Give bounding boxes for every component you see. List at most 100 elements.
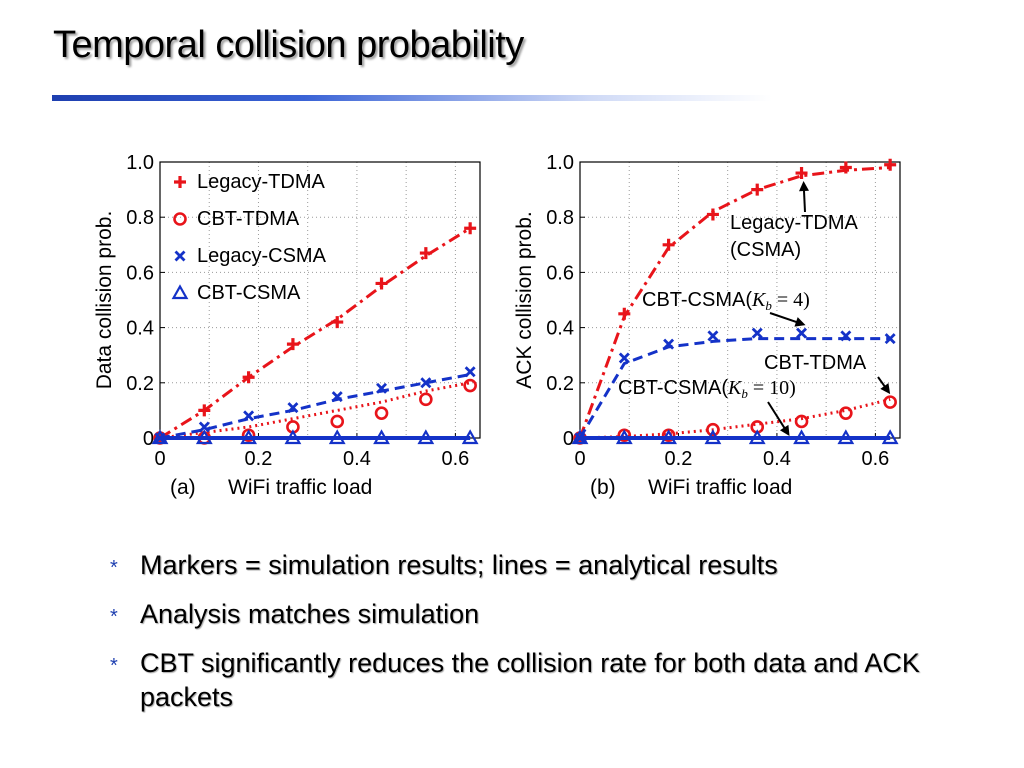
bullet-list: * Markers = simulation results; lines = … bbox=[110, 548, 970, 729]
data-point bbox=[618, 352, 630, 364]
data-point bbox=[464, 366, 476, 378]
data-point bbox=[884, 333, 896, 345]
data-point bbox=[243, 410, 255, 422]
data-point bbox=[706, 422, 720, 437]
legend-marker bbox=[174, 176, 186, 188]
data-point bbox=[330, 414, 345, 429]
data-point bbox=[420, 377, 432, 389]
x-tick-label: 0 bbox=[154, 448, 165, 470]
data-point bbox=[331, 316, 344, 329]
chart-ack-collision: 0 0.2 0.4 0.6 0.8 1.0 0 0.2 0.4 0.6 (b) WiFi traffi… bbox=[513, 152, 901, 499]
data-point bbox=[660, 429, 678, 445]
legend-marker bbox=[173, 212, 187, 226]
chart-data-collision: 0 0.2 0.4 0.6 0.8 1.0 0 0.2 0.4 0.6 (a) WiFi traffi… bbox=[93, 152, 481, 499]
y-tick-label: 0 bbox=[143, 428, 154, 450]
x-tick-label: 0 bbox=[574, 448, 585, 470]
series-3 bbox=[154, 366, 476, 444]
data-point bbox=[373, 429, 390, 445]
bullet-item: * Analysis matches simulation bbox=[110, 597, 970, 631]
y-tick-label: 0.4 bbox=[546, 318, 574, 340]
annotation-arrowhead bbox=[799, 181, 810, 192]
bullet-item: * CBT significantly reduces the collisio… bbox=[110, 646, 970, 714]
series-4 bbox=[151, 429, 479, 445]
panel-label: (a) bbox=[170, 476, 196, 499]
data-point bbox=[417, 429, 435, 445]
data-point bbox=[198, 421, 210, 433]
y-tick-label: 0.8 bbox=[546, 207, 574, 229]
data-point bbox=[151, 429, 169, 445]
legend-label: Legacy-TDMA bbox=[197, 171, 325, 193]
annotation-arrow bbox=[802, 186, 806, 213]
data-point bbox=[376, 382, 388, 394]
series-line bbox=[578, 166, 891, 439]
series-1 bbox=[574, 158, 897, 444]
y-tick-label: 0 bbox=[563, 428, 574, 450]
annotation-arrowhead bbox=[779, 424, 790, 436]
bullet-text: Markers = simulation results; lines = an… bbox=[140, 550, 778, 580]
annotation-arrowhead bbox=[880, 383, 891, 395]
data-point bbox=[796, 327, 808, 339]
x-tick-label: 0.4 bbox=[763, 448, 791, 470]
data-point bbox=[707, 330, 719, 342]
bullet-item: * Markers = simulation results; lines = … bbox=[110, 548, 970, 582]
data-point bbox=[198, 404, 211, 417]
annotation-label: Legacy-TDMA bbox=[730, 212, 858, 234]
data-point bbox=[195, 429, 213, 445]
asterisk-bullet-icon: * bbox=[110, 655, 118, 677]
data-point bbox=[840, 330, 852, 342]
series-line bbox=[159, 373, 471, 440]
data-point bbox=[240, 429, 258, 445]
y-tick-label: 0.2 bbox=[546, 373, 574, 395]
x-tick-label: 0.6 bbox=[861, 448, 889, 470]
annotation-label: CBT-CSMA(Kb = 10) bbox=[618, 377, 796, 401]
y-tick-label: 0.4 bbox=[126, 318, 154, 340]
title-underline bbox=[52, 95, 772, 101]
data-point bbox=[463, 378, 477, 393]
asterisk-bullet-icon: * bbox=[110, 557, 118, 579]
annotation-arrow bbox=[767, 401, 788, 432]
data-point bbox=[287, 402, 299, 414]
series-line bbox=[578, 337, 891, 439]
y-tick-label: 1.0 bbox=[546, 152, 574, 174]
annotations: Legacy-TDMA (CSMA) CBT-CSMA(Kb = 4) CBT-TDM… bbox=[618, 181, 891, 436]
data-point bbox=[751, 183, 764, 196]
legend-label: CBT-CSMA bbox=[197, 282, 301, 304]
x-axis-label: WiFi traffic load bbox=[648, 476, 792, 499]
data-point bbox=[706, 208, 719, 221]
y-axis-label: Data collision prob. bbox=[93, 211, 116, 390]
data-point bbox=[793, 429, 810, 445]
data-point bbox=[464, 222, 477, 235]
x-tick-label: 0.4 bbox=[343, 448, 371, 470]
y-tick-label: 0.8 bbox=[126, 207, 154, 229]
annotation-arrowhead bbox=[794, 317, 806, 327]
data-point bbox=[662, 238, 675, 251]
data-point bbox=[242, 371, 255, 384]
data-point bbox=[419, 392, 433, 407]
annotation-label: CBT-TDMA bbox=[764, 352, 867, 374]
annotation-arrow bbox=[769, 312, 801, 325]
y-tick-label: 1.0 bbox=[126, 152, 154, 174]
legend: Legacy-TDMA CBT-TDMA Legacy-CSMA CBT-CSMA bbox=[171, 171, 327, 304]
asterisk-bullet-icon: * bbox=[110, 606, 118, 628]
slide-title: Temporal collision probability bbox=[53, 24, 524, 66]
data-point bbox=[284, 429, 302, 445]
bullet-text: CBT significantly reduces the collision … bbox=[140, 648, 920, 712]
data-point bbox=[748, 429, 766, 445]
annotation-label: (CSMA) bbox=[730, 239, 801, 261]
legend-marker bbox=[171, 284, 189, 300]
legend-label: Legacy-CSMA bbox=[197, 245, 327, 267]
data-point bbox=[837, 429, 855, 445]
data-point bbox=[461, 429, 479, 445]
data-point bbox=[331, 391, 343, 403]
series-line bbox=[159, 381, 471, 440]
data-point bbox=[328, 429, 346, 445]
data-point bbox=[375, 277, 388, 290]
data-point bbox=[839, 406, 853, 420]
x-tick-label: 0.6 bbox=[441, 448, 469, 470]
data-point bbox=[795, 167, 808, 180]
data-point bbox=[615, 429, 633, 445]
data-point bbox=[839, 161, 852, 174]
legend-marker bbox=[174, 250, 186, 262]
legend-label: CBT-TDMA bbox=[197, 208, 300, 230]
bullet-text: Analysis matches simulation bbox=[140, 599, 480, 629]
